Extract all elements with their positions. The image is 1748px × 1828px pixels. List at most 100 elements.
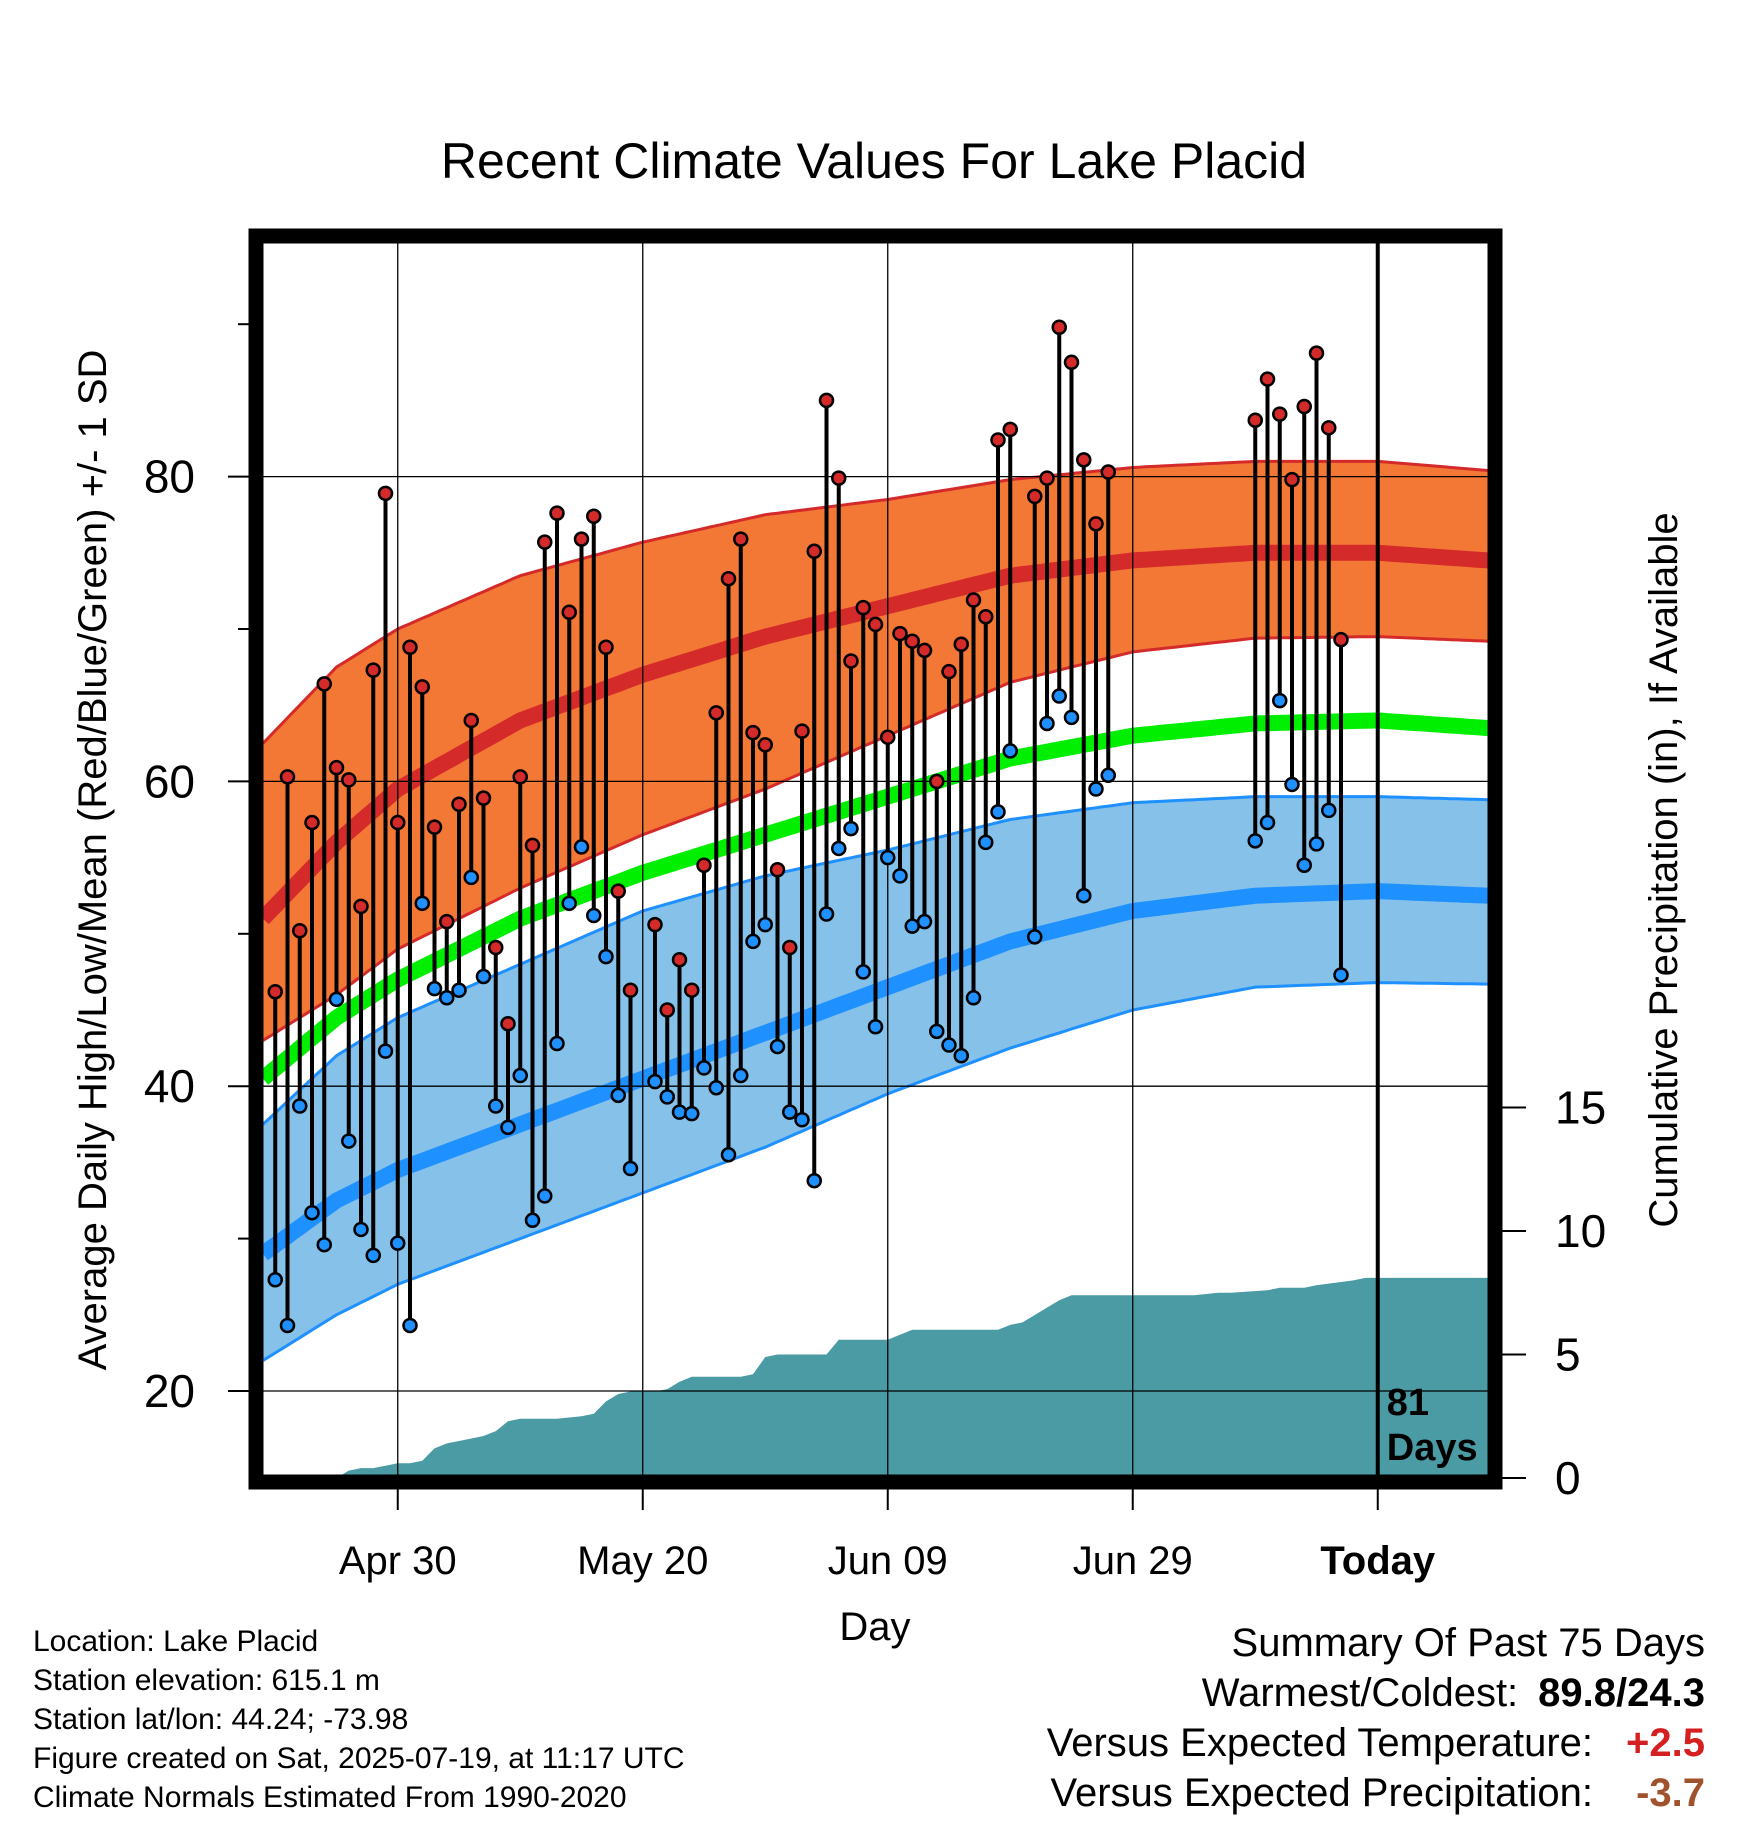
daily-high-point <box>524 837 541 854</box>
daily-high-point <box>806 543 822 560</box>
daily-low-point <box>867 1019 884 1035</box>
daily-low-point <box>1076 887 1092 904</box>
daily-low-point <box>855 964 871 980</box>
warmest-label: Warmest/Coldest: <box>1201 1671 1519 1715</box>
daily-high-point <box>916 642 933 659</box>
precip-value: -3.7 <box>1636 1771 1705 1815</box>
daily-low-point <box>353 1221 369 1238</box>
right-tick-label: 10 <box>1555 1205 1606 1257</box>
daily-high-point <box>549 505 565 521</box>
daily-high-point <box>892 625 908 642</box>
daily-high-point <box>1100 464 1116 480</box>
x-axis-label: Day <box>839 1605 910 1649</box>
daily-low-point <box>1321 802 1337 819</box>
temp-value: +2.5 <box>1626 1721 1705 1765</box>
daily-low-point <box>267 1271 283 1288</box>
daily-low-point <box>328 991 345 1008</box>
daily-high-point <box>965 592 982 608</box>
daily-low-point <box>377 1043 394 1059</box>
daily-high-point <box>720 570 737 587</box>
daily-high-point <box>328 759 345 776</box>
daily-high-point <box>659 1002 675 1018</box>
daily-high-point <box>426 819 443 835</box>
daily-low-point <box>304 1204 320 1221</box>
daily-low-point <box>769 1038 786 1055</box>
daily-high-point <box>1284 471 1300 488</box>
daily-low-point <box>794 1111 810 1128</box>
daily-high-point <box>1076 452 1092 468</box>
daily-high-point <box>475 790 492 806</box>
precipitation-layer <box>341 1277 1488 1475</box>
daily-low-point <box>684 1105 700 1122</box>
right-tick-label: 0 <box>1555 1452 1581 1504</box>
daily-low-point <box>622 1160 639 1177</box>
daily-low-point <box>745 933 761 950</box>
daily-low-point <box>1039 715 1055 732</box>
info-created: Figure created on Sat, 2025-07-19, at 11… <box>33 1742 685 1775</box>
daily-low-point <box>1063 709 1080 726</box>
daily-high-point <box>279 769 296 785</box>
bottom-tick-label: Apr 30 <box>339 1539 457 1583</box>
daily-low-point <box>1333 967 1349 983</box>
bottom-tick-label: Jun 29 <box>1073 1539 1193 1583</box>
daily-low-point <box>537 1188 553 1204</box>
left-tick-label: 80 <box>144 451 195 503</box>
daily-high-point <box>953 636 969 652</box>
daily-low-point <box>463 869 479 886</box>
daily-low-point <box>782 1104 798 1120</box>
summary-temp-row: Versus Expected Temperature: +2.5 <box>1047 1718 1705 1768</box>
right-tick-label: 5 <box>1555 1329 1581 1381</box>
daily-high-point <box>696 857 712 873</box>
daily-high-point <box>880 729 896 745</box>
normal-high-mean-line <box>263 544 1488 925</box>
daily-high-point <box>586 508 602 524</box>
daily-high-point <box>1321 420 1337 436</box>
summary-warmest-row: Warmest/Coldest: 89.8/24.3 <box>1047 1668 1705 1718</box>
daily-low-point <box>439 990 455 1006</box>
daily-low-point <box>671 1104 688 1120</box>
left-tick-label: 20 <box>144 1365 195 1417</box>
daily-high-point <box>537 534 553 550</box>
temp-label: Versus Expected Temperature: <box>1046 1721 1593 1765</box>
daily-high-point <box>990 432 1006 448</box>
daily-low-point <box>733 1067 749 1084</box>
daily-high-point <box>463 712 479 729</box>
daily-low-point <box>451 982 467 998</box>
daily-low-point <box>880 849 896 866</box>
daily-high-point <box>414 679 430 695</box>
daily-low-point <box>586 907 602 924</box>
daily-high-point <box>757 737 773 753</box>
daily-high-point <box>610 883 626 899</box>
daily-low-point <box>1259 814 1276 831</box>
daily-low-point <box>1247 833 1263 849</box>
daily-low-point <box>549 1035 565 1052</box>
daily-high-point <box>818 392 835 409</box>
daily-high-point <box>573 531 590 547</box>
daily-high-point <box>1272 406 1288 422</box>
daily-low-point <box>892 868 908 884</box>
station-info: Location: Lake Placid Station elevation:… <box>33 1622 685 1817</box>
daily-high-point <box>733 531 749 547</box>
daily-high-point <box>1063 354 1080 371</box>
daily-high-point <box>831 470 847 486</box>
daily-high-point <box>782 939 798 956</box>
daily-high-point <box>402 639 418 656</box>
daily-low-point <box>402 1317 418 1334</box>
daily-low-point <box>341 1133 357 1149</box>
daily-high-point <box>292 923 308 939</box>
plot-frame <box>248 228 1503 1490</box>
daily-low-point <box>390 1235 406 1251</box>
daily-high-point <box>671 951 688 968</box>
left-axis-label: Average Daily High/Low/Mean (Red/Blue/Gr… <box>71 350 115 1371</box>
daily-high-point <box>1002 421 1018 438</box>
daily-high-point <box>341 772 357 788</box>
daily-high-point <box>843 653 859 669</box>
normal-high-band-upper-edge <box>263 459 1488 745</box>
daily-high-point <box>304 814 320 831</box>
daily-high-point <box>794 723 810 739</box>
axes-layer: 20 40 60 80 0 5 10 15 Apr 30 May 20 Jun 09 Jun 29 To… <box>71 323 1686 1649</box>
daily-low-point <box>500 1119 516 1136</box>
daily-high-point <box>622 982 639 998</box>
daily-high-point <box>316 676 332 692</box>
